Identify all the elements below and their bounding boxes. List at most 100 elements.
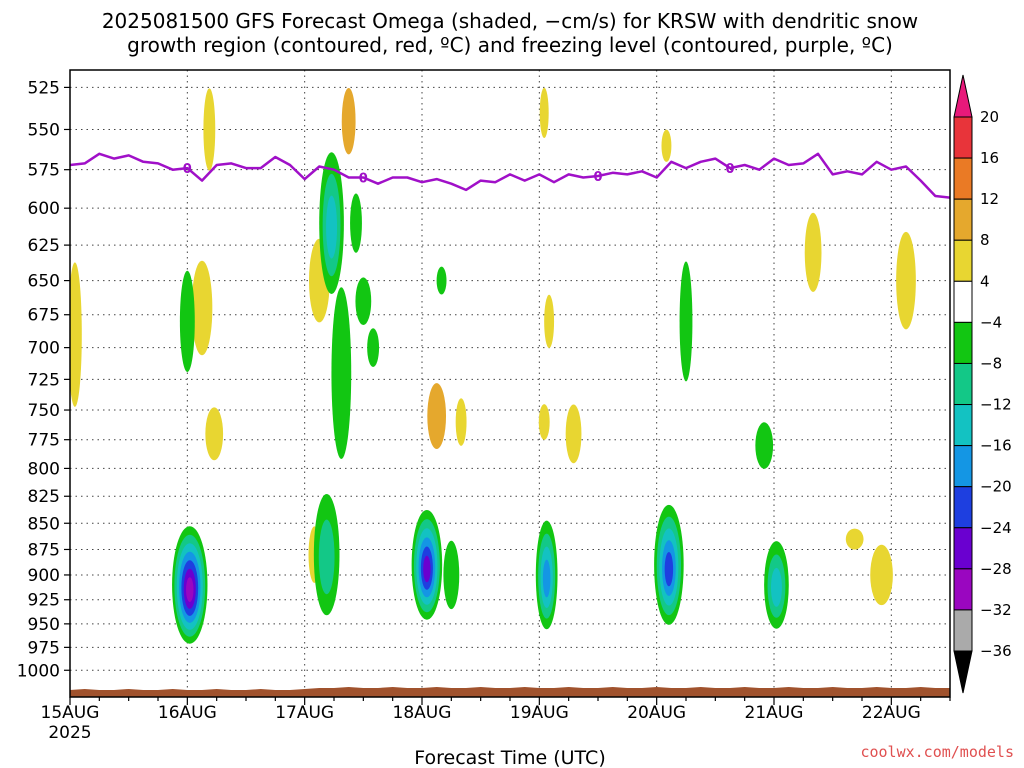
updraft-band (443, 540, 460, 610)
omega-shaded-cell (350, 193, 362, 253)
y-tick-label: 775 (28, 431, 60, 451)
colorbar-box (953, 609, 973, 652)
chart-title-line2: growth region (contoured, red, ºC) and f… (127, 33, 893, 57)
colorbar: 20 16 12 8 4 −4 −8 −12 −16 −20 −24 −28 −32 −36 (953, 74, 1012, 694)
y-tick-label: 975 (28, 638, 60, 658)
colorbar-box (953, 404, 973, 447)
y-tick-label: 875 (28, 540, 60, 560)
chart-title-line1: 2025081500 GFS Forecast Omega (shaded, −… (102, 9, 918, 33)
omega-shaded-cell (565, 404, 582, 464)
freezing-level-label: 0 (593, 170, 602, 185)
colorbar-box (953, 239, 973, 282)
omega-shaded-cell (205, 407, 224, 461)
omega-shaded-cell (427, 383, 447, 450)
y-axis: 525 550 575 600 625 650 675 700 725 750 775 800 825 8… (17, 78, 70, 681)
freezing-level-label: 0 (725, 162, 734, 177)
freezing-level-label: 0 (183, 162, 192, 177)
x-axis: 15AUG 16AUG 17AUG 18AUG 19AUG 20AUG 21AUG 22AUG (41, 697, 951, 723)
colorbar-box (953, 445, 973, 488)
colorbar-box (953, 321, 973, 364)
colorbar-tick-label: 16 (980, 149, 999, 167)
y-tick-label: 625 (28, 236, 60, 256)
colorbar-tick-label: 8 (980, 231, 990, 249)
y-tick-label: 725 (28, 370, 60, 390)
colorbar-tick-label: −32 (980, 601, 1012, 619)
y-tick-label: 600 (28, 199, 60, 219)
y-tick-label: 700 (28, 339, 60, 359)
colorbar-box (953, 157, 973, 200)
omega-shaded-cell (544, 294, 555, 349)
ground-surface (70, 687, 950, 697)
x-tick-label: 21AUG (745, 703, 804, 723)
omega-shaded-cell (870, 544, 893, 606)
x-tick-label: 19AUG (510, 703, 569, 723)
updraft-band (423, 555, 431, 583)
omega-shaded-cell (845, 528, 864, 550)
y-tick-label: 575 (28, 161, 60, 181)
updraft-band (326, 195, 338, 259)
updraft-band (179, 270, 195, 373)
omega-shading (70, 87, 916, 644)
y-tick-label: 750 (28, 401, 60, 421)
updraft-band (318, 519, 335, 595)
x-tick-label: 16AUG (158, 703, 217, 723)
omega-shaded-cell (679, 261, 693, 382)
updraft-band (186, 577, 194, 602)
ground-surface-fill (70, 687, 950, 697)
colorbar-box (953, 362, 973, 406)
omega-shaded-cell (341, 88, 356, 155)
freezing-level-label: 0 (359, 172, 368, 187)
colorbar-box (953, 198, 973, 241)
y-tick-label: 650 (28, 272, 60, 292)
credit-text: coolwx.com/models (860, 743, 1014, 761)
colorbar-box (953, 280, 973, 323)
updraft-band (770, 567, 782, 607)
colorbar-box (953, 527, 973, 570)
colorbar-tick-label: −16 (980, 437, 1012, 455)
x-tick-label: 22AUG (862, 703, 921, 723)
updraft-band (664, 551, 674, 587)
colorbar-top-arrow (953, 74, 973, 118)
x-tick-label: 15AUG (41, 703, 100, 723)
y-tick-label: 850 (28, 514, 60, 534)
x-tick-label: 18AUG (393, 703, 452, 723)
y-tick-label: 925 (28, 591, 60, 611)
omega-shaded-cell (355, 277, 372, 326)
colorbar-tick-label: 4 (980, 272, 990, 290)
y-tick-label: 825 (28, 487, 60, 507)
colorbar-tick-label: −24 (980, 519, 1012, 537)
freezing-level-group: 0 0 0 0 (70, 152, 950, 199)
colorbar-tick-label: 12 (980, 190, 999, 208)
x-tick-label: 20AUG (627, 703, 686, 723)
updraft-band (542, 559, 551, 598)
omega-shaded-cell (455, 398, 467, 446)
colorbar-box (953, 568, 973, 611)
y-tick-label: 525 (28, 78, 60, 98)
omega-shaded-cell (896, 231, 916, 330)
y-tick-label: 550 (28, 120, 60, 140)
colorbar-tick-label: 20 (980, 108, 999, 126)
colorbar-tick-label: −20 (980, 478, 1012, 496)
colorbar-bottom-arrow (953, 650, 973, 694)
colorbar-tick-label: −8 (980, 354, 1002, 372)
colorbar-box (953, 486, 973, 529)
y-tick-label: 1000 (17, 661, 60, 681)
omega-shaded-cell (70, 262, 82, 407)
omega-shaded-cell (804, 212, 822, 292)
omega-shaded-cell (436, 266, 447, 295)
y-tick-label: 950 (28, 615, 60, 635)
colorbar-tick-label: −36 (980, 642, 1012, 660)
updraft-band (331, 287, 352, 459)
x-axis-label: Forecast Time (UTC) (414, 747, 605, 768)
omega-shaded-cell (538, 404, 550, 440)
omega-shaded-cell (367, 328, 380, 368)
y-tick-label: 675 (28, 306, 60, 326)
colorbar-tick-label: −28 (980, 560, 1012, 578)
x-tick-label: 17AUG (275, 703, 334, 723)
omega-shaded-cell (539, 87, 549, 139)
omega-shaded-cell (203, 88, 216, 171)
colorbar-box (953, 116, 973, 159)
y-tick-label: 800 (28, 459, 60, 479)
y-tick-label: 900 (28, 566, 60, 586)
